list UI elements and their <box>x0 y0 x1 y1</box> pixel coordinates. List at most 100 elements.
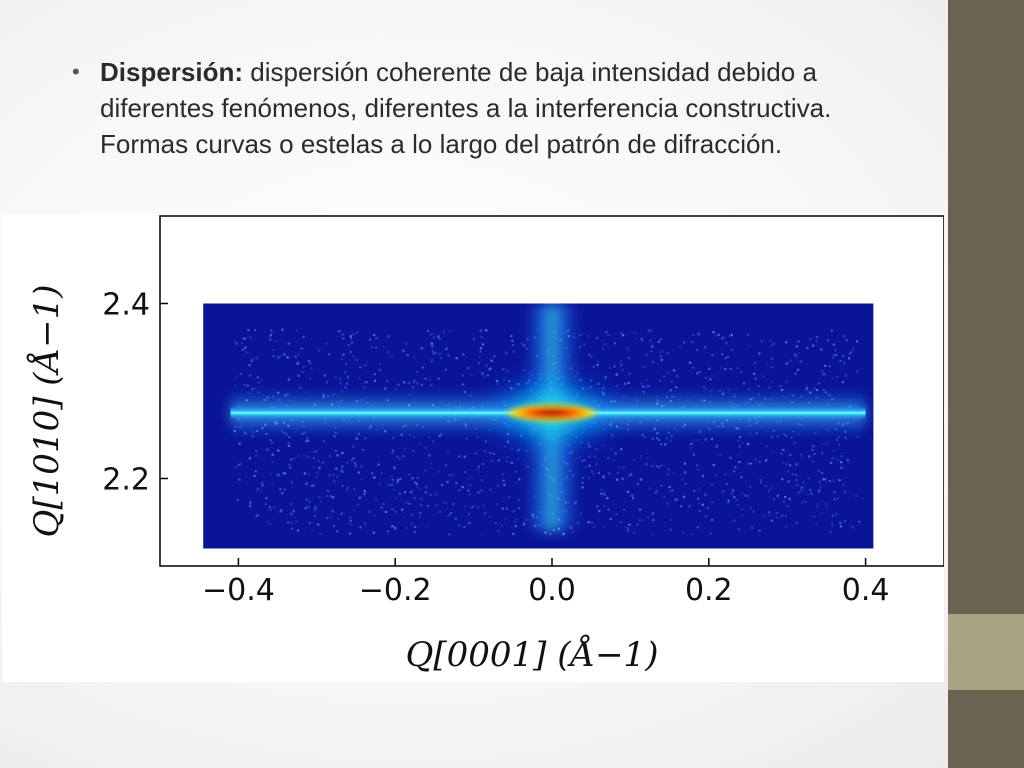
speckle <box>851 526 854 529</box>
speckle <box>250 360 253 363</box>
speckle <box>664 443 667 446</box>
speckle <box>502 368 505 371</box>
speckle <box>235 343 239 346</box>
speckle <box>795 345 798 348</box>
speckle <box>328 353 331 356</box>
speckle <box>438 434 441 438</box>
speckle <box>394 387 397 390</box>
speckle <box>630 473 633 476</box>
speckle <box>363 386 366 389</box>
speckle <box>261 482 264 485</box>
speckle <box>824 478 827 481</box>
speckle <box>504 445 507 448</box>
speckle <box>310 367 313 370</box>
speckle <box>840 466 843 469</box>
speckle <box>349 337 353 340</box>
speckle <box>839 521 842 525</box>
speckle <box>659 338 662 341</box>
speckle <box>326 516 329 520</box>
speckle <box>830 329 833 332</box>
speckle <box>781 478 784 481</box>
speckle <box>385 483 389 486</box>
speckle <box>697 333 700 336</box>
speckle <box>336 475 339 478</box>
speckle <box>581 481 584 485</box>
speckle <box>784 434 787 437</box>
speckle <box>421 366 424 369</box>
speckle <box>311 529 314 532</box>
speckle <box>306 437 309 440</box>
speckle <box>614 452 617 455</box>
speckle <box>238 442 241 445</box>
speckle <box>610 447 613 450</box>
speckle <box>503 378 506 381</box>
speckle <box>592 473 596 476</box>
speckle <box>830 377 834 380</box>
speckle <box>281 492 284 495</box>
speckle <box>633 458 636 462</box>
speckle <box>388 484 391 487</box>
speckle <box>825 505 828 508</box>
speckle <box>271 441 274 444</box>
speckle <box>732 519 736 522</box>
speckle <box>813 387 816 390</box>
speckle <box>312 457 315 460</box>
speckle <box>462 353 465 356</box>
speckle <box>334 376 337 379</box>
speckle <box>478 355 481 358</box>
speckle <box>238 464 241 467</box>
speckle <box>847 461 850 464</box>
speckle <box>458 489 461 492</box>
speckle <box>308 378 312 381</box>
speckle <box>481 372 484 375</box>
speckle <box>607 508 610 511</box>
speckle <box>300 347 303 350</box>
speckle <box>269 329 272 332</box>
speckle <box>684 482 687 485</box>
speckle <box>301 370 304 373</box>
speckle <box>329 516 332 519</box>
speckle <box>500 524 503 527</box>
speckle <box>615 373 618 376</box>
speckle <box>469 483 472 486</box>
speckle <box>384 387 387 390</box>
speckle <box>645 379 648 382</box>
speckle <box>464 505 467 508</box>
speckle <box>442 330 445 333</box>
speckle <box>437 335 440 338</box>
speckle <box>346 461 349 465</box>
speckle <box>451 474 454 477</box>
speckle <box>247 329 250 332</box>
speckle <box>287 444 290 447</box>
speckle <box>506 370 509 373</box>
speckle <box>715 445 718 448</box>
speckle <box>688 361 692 364</box>
speckle <box>419 487 422 491</box>
speckle <box>781 514 784 517</box>
speckle <box>414 525 417 529</box>
speckle <box>455 481 458 485</box>
speckle <box>740 370 743 374</box>
speckle <box>738 461 741 464</box>
speckle <box>329 455 332 458</box>
speckle <box>288 464 291 467</box>
speckle <box>466 477 469 480</box>
speckle <box>452 503 455 506</box>
speckle <box>254 387 257 390</box>
speckle <box>419 511 422 515</box>
speckle <box>818 480 821 483</box>
speckle <box>658 466 661 469</box>
speckle <box>337 517 340 520</box>
speckle <box>590 521 594 524</box>
speckle <box>497 529 500 533</box>
speckle <box>480 336 483 339</box>
speckle <box>512 343 515 347</box>
speckle <box>425 524 428 527</box>
speckle <box>704 438 707 441</box>
speckle <box>819 485 822 488</box>
speckle <box>296 362 299 365</box>
speckle <box>253 329 257 332</box>
speckle <box>758 460 761 463</box>
speckle <box>479 329 482 332</box>
speckle <box>378 482 381 485</box>
